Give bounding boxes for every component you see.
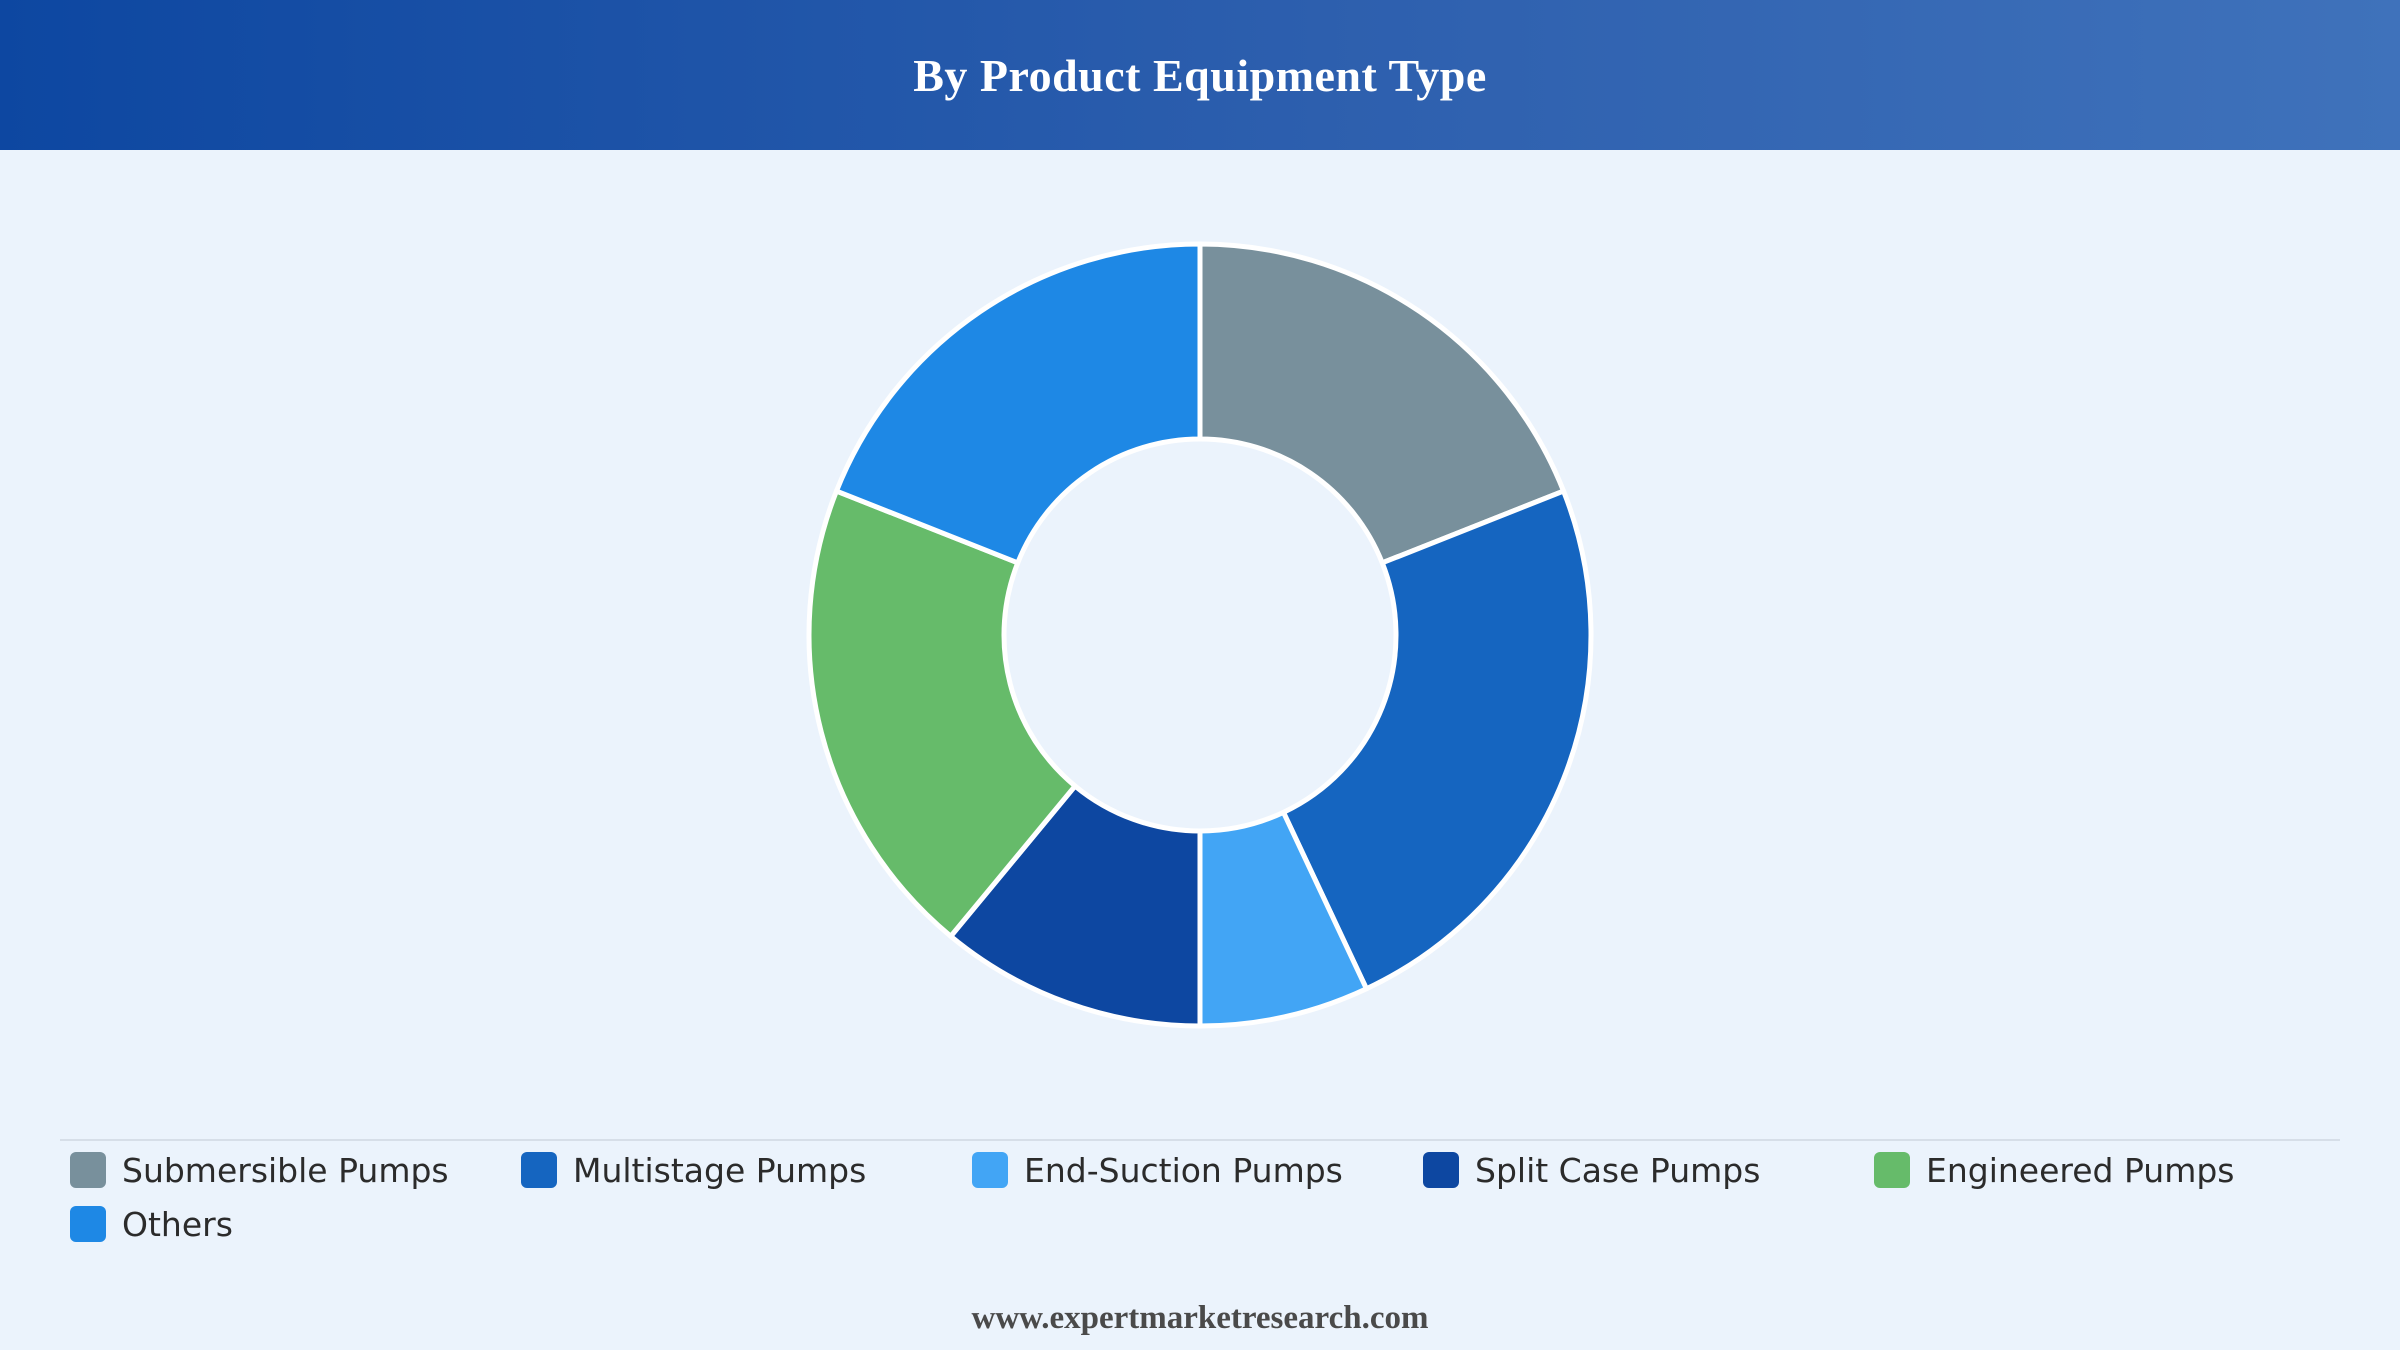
legend-swatch	[972, 1152, 1008, 1188]
legend-swatch	[70, 1206, 106, 1242]
legend-label: Others	[122, 1204, 233, 1244]
legend-item-multistage-pumps[interactable]: Multistage Pumps	[521, 1150, 972, 1190]
chart-header: By Product Equipment Type	[0, 0, 2400, 150]
chart-title: By Product Equipment Type	[913, 49, 1487, 101]
legend-item-engineered-pumps[interactable]: Engineered Pumps	[1874, 1150, 2325, 1190]
legend-item-submersible-pumps[interactable]: Submersible Pumps	[70, 1150, 521, 1190]
legend-label: Multistage Pumps	[573, 1150, 867, 1190]
chart-legend: Submersible Pumps Multistage Pumps End-S…	[70, 1150, 2350, 1244]
legend-swatch	[70, 1152, 106, 1188]
legend-label: Engineered Pumps	[1926, 1150, 2235, 1190]
legend-item-others[interactable]: Others	[70, 1204, 521, 1244]
donut-slice-others[interactable]	[833, 241, 1203, 566]
donut-chart	[806, 241, 1594, 1029]
legend-item-end-suction-pumps[interactable]: End-Suction Pumps	[972, 1150, 1423, 1190]
donut-slice-engineered-pumps[interactable]	[806, 488, 1078, 939]
source-footer: www.expertmarketresearch.com	[971, 1300, 1429, 1336]
donut-slice-multistage-pumps[interactable]	[1280, 488, 1594, 992]
donut-slice-submersible-pumps[interactable]	[1197, 241, 1567, 566]
legend-label: Submersible Pumps	[122, 1150, 449, 1190]
legend-item-split-case-pumps[interactable]: Split Case Pumps	[1423, 1150, 1874, 1190]
legend-swatch	[1423, 1152, 1459, 1188]
legend-label: Split Case Pumps	[1475, 1150, 1761, 1190]
legend-label: End-Suction Pumps	[1024, 1150, 1343, 1190]
legend-divider	[60, 1139, 2340, 1141]
donut-slice-split-case-pumps[interactable]	[948, 783, 1203, 1029]
legend-swatch	[521, 1152, 557, 1188]
legend-swatch	[1874, 1152, 1910, 1188]
